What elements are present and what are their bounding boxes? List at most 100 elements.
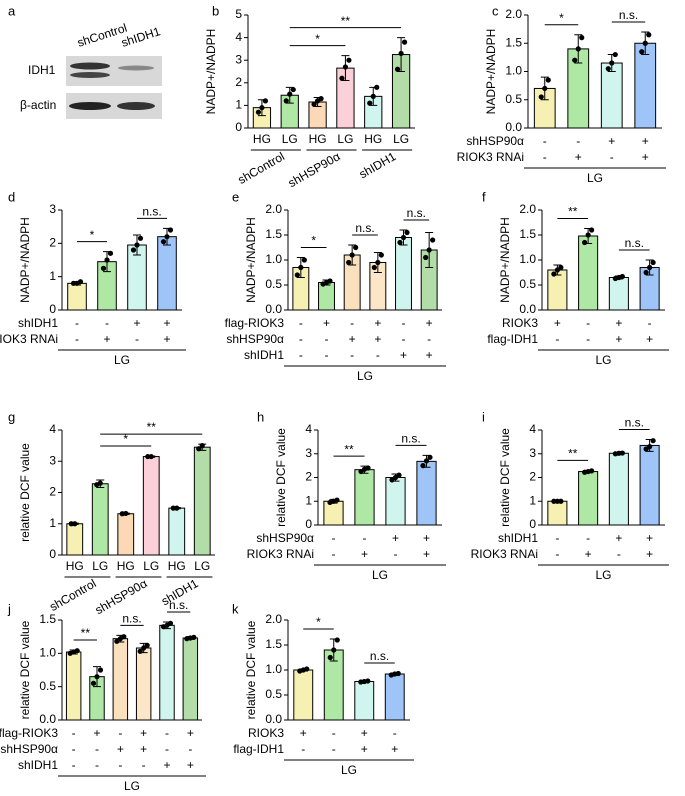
data-point — [575, 46, 581, 52]
significance-label: n.s. — [619, 8, 638, 22]
bar — [608, 277, 629, 311]
data-point — [290, 86, 296, 93]
footer-label: LG — [357, 369, 373, 383]
y-axis-label: NADP+/NADPH — [244, 217, 258, 303]
data-point — [74, 648, 80, 654]
data-point — [199, 443, 205, 449]
data-point — [538, 94, 544, 100]
data-point — [639, 49, 645, 55]
row-sign: - — [72, 726, 76, 740]
x-tick-label: HG — [117, 559, 135, 573]
y-tick-label: 0 — [235, 120, 242, 134]
significance-label: n.s. — [169, 598, 188, 612]
bar — [66, 523, 84, 556]
row-sign: + — [140, 726, 147, 740]
row-sign: - — [72, 742, 76, 756]
data-point — [558, 264, 564, 271]
row-sign: + — [608, 134, 615, 148]
data-point — [398, 50, 404, 57]
data-point — [255, 109, 262, 115]
y-tick-label: 0.0 — [505, 120, 522, 134]
row-sign: - — [95, 742, 99, 756]
data-point — [294, 272, 300, 278]
data-point — [137, 648, 143, 654]
row-sign: - — [332, 531, 336, 545]
data-point — [77, 279, 84, 285]
bar — [578, 471, 599, 526]
row-sign: + — [646, 531, 653, 545]
data-point — [196, 446, 202, 452]
significance-label: n.s. — [625, 236, 644, 250]
y-tick-label: 0.0 — [519, 302, 536, 316]
row-sign: - — [299, 348, 303, 362]
x-tick-label: LG — [337, 132, 353, 146]
data-point — [167, 227, 174, 233]
bar — [91, 483, 109, 556]
row-sign: - — [402, 316, 406, 330]
row-sign: + — [615, 332, 622, 346]
data-point — [609, 60, 615, 66]
row-sign: + — [163, 758, 170, 772]
row-sign: + — [361, 547, 368, 561]
data-point — [104, 257, 110, 263]
bar — [135, 647, 152, 721]
data-point — [301, 257, 307, 263]
row-sign: - — [376, 348, 380, 362]
bar — [600, 62, 623, 129]
row-sign: - — [299, 316, 303, 330]
row-sign: - — [363, 531, 367, 545]
data-point — [400, 234, 407, 241]
x-tick-label: LG — [92, 559, 108, 573]
data-point — [283, 98, 289, 104]
significance-label: * — [316, 615, 321, 629]
row-label: RIOK3 RNAi — [471, 547, 538, 561]
x-tick-label: HG — [253, 132, 271, 146]
data-point — [365, 678, 371, 684]
data-point — [401, 39, 408, 45]
data-point — [97, 480, 103, 486]
significance-label: ** — [81, 626, 91, 640]
row-sign: - — [332, 742, 336, 756]
data-point — [650, 259, 656, 266]
row-label: shHSP90α — [0, 742, 58, 756]
data-point — [589, 227, 595, 233]
band — [118, 65, 154, 71]
row-sign: - — [118, 758, 122, 772]
row-sign: - — [402, 332, 406, 346]
row-sign: - — [610, 150, 614, 164]
y-tick-label: 4 — [529, 422, 536, 436]
blot-strip — [66, 56, 162, 86]
group-label: shHSP90α — [286, 149, 343, 190]
y-tick-label: 1 — [49, 269, 56, 283]
data-point — [287, 91, 293, 97]
row-sign: + — [585, 547, 592, 561]
y-axis-label: NADP+/NADPH — [18, 217, 32, 303]
bar — [547, 269, 568, 311]
data-point — [334, 637, 340, 643]
x-tick-label: HG — [66, 559, 84, 573]
y-tick-label: 0.5 — [265, 277, 282, 291]
row-sign: - — [325, 348, 329, 362]
y-tick-label: 0.5 — [39, 679, 56, 693]
data-point — [396, 472, 402, 478]
data-point — [427, 454, 433, 460]
data-point — [397, 239, 403, 246]
y-tick-label: 0 — [49, 547, 56, 561]
data-point — [72, 521, 78, 527]
significance-label: * — [123, 432, 128, 446]
y-axis-label: relative DCF value — [18, 443, 32, 542]
row-sign: + — [187, 726, 194, 740]
y-tick-label: 1.0 — [505, 64, 522, 78]
significance-label: ** — [568, 205, 578, 219]
row-sign: - — [394, 547, 398, 561]
row-label: shIDH1 — [244, 348, 284, 362]
row-sign: + — [615, 531, 622, 545]
data-point — [426, 247, 432, 253]
row-sign: + — [615, 316, 622, 330]
y-tick-label: 1 — [235, 98, 242, 112]
x-tick-label: HG — [168, 559, 186, 573]
y-axis-label: NADP+/NADPH — [498, 217, 512, 303]
data-point — [367, 100, 373, 106]
row-label: RIOK3 RNAi — [0, 332, 58, 346]
